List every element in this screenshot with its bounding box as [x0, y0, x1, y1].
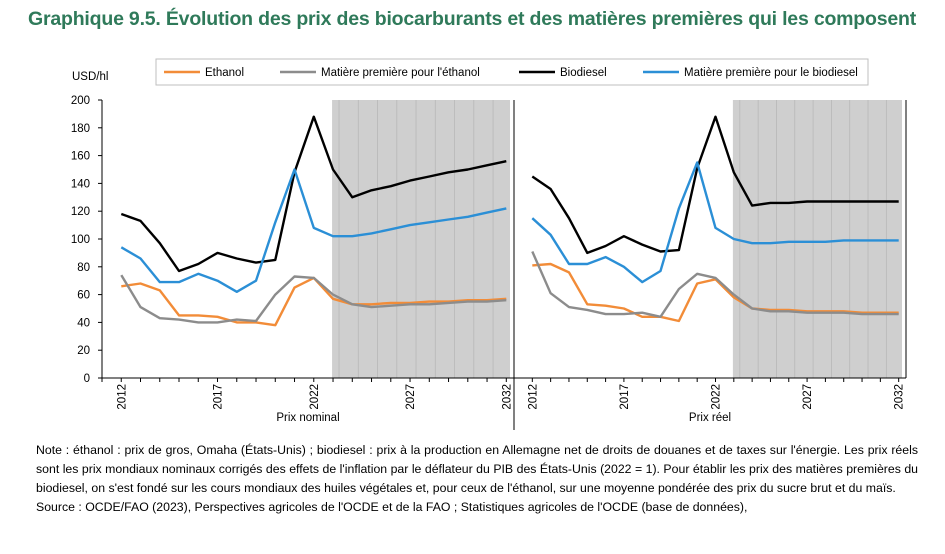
y-tick-label: 140 — [71, 178, 90, 190]
source-text: Source : OCDE/FAO (2023), Perspectives a… — [36, 500, 748, 514]
series-line — [120, 274, 507, 324]
y-tick-label: 60 — [77, 290, 90, 302]
y-axis: 0 20 40 60 80 100 120 140 160 180 200 — [71, 95, 102, 385]
x-tick-label: 2017 — [213, 384, 225, 410]
y-tick-label: 180 — [71, 123, 90, 135]
chart-panels: 2012 2017 2022 2027 2032 Prix nominal 2012 2017… — [101, 100, 907, 430]
legend: Ethanol Matière première pour l'éthanol Bi… — [155, 58, 869, 86]
x-tick-label: 2027 — [802, 384, 814, 410]
legend-entry: Biodiesel — [560, 67, 607, 79]
projection-shade — [332, 100, 510, 378]
y-tick-label: 200 — [71, 95, 90, 107]
series-line — [120, 168, 507, 293]
series-line — [531, 115, 899, 255]
chart-title: Graphique 9.5. Évolution des prix des bi… — [28, 8, 917, 30]
legend-box — [155, 58, 869, 86]
panel: 2012 2017 2022 2027 2032 Prix réel — [513, 100, 906, 424]
y-tick-label: 20 — [77, 345, 90, 357]
legend-entry: Matière première pour l'éthanol — [321, 67, 480, 79]
legend-entry: Matière première pour le biodiesel — [684, 67, 858, 79]
note-text: Note : éthanol : prix de gros, Omaha (Ét… — [36, 443, 918, 495]
x-tick-label: 2022 — [710, 384, 722, 410]
x-tick-label: 2012 — [116, 384, 128, 410]
chart: Ethanol Matière première pour l'éthanol Bi… — [71, 58, 907, 430]
series-line — [531, 161, 899, 284]
y-tick-label: 100 — [71, 234, 90, 246]
series-line — [120, 115, 507, 273]
x-tick-label: 2032 — [501, 384, 513, 410]
y-axis-label: USD/hl — [72, 71, 108, 83]
legend-entry: Ethanol — [205, 67, 244, 79]
panel: 2012 2017 2022 2027 2032 Prix nominal — [101, 100, 514, 424]
projection-shade — [732, 100, 902, 378]
x-axis-label: Prix nominal — [276, 412, 339, 424]
y-tick-label: 160 — [71, 151, 90, 163]
x-tick-label: 2012 — [527, 384, 539, 410]
y-tick-label: 0 — [84, 373, 90, 385]
y-tick-label: 120 — [71, 206, 90, 218]
x-tick-label: 2017 — [619, 384, 631, 410]
notes: Note : éthanol : prix de gros, Omaha (Ét… — [36, 441, 918, 517]
x-tick-label: 2027 — [405, 384, 417, 410]
series-line — [531, 251, 899, 318]
x-tick-label: 2032 — [894, 384, 906, 410]
x-axis-label: Prix réel — [689, 412, 731, 424]
y-tick-label: 40 — [77, 317, 90, 329]
x-tick-label: 2022 — [309, 384, 321, 410]
y-tick-label: 80 — [77, 262, 90, 274]
